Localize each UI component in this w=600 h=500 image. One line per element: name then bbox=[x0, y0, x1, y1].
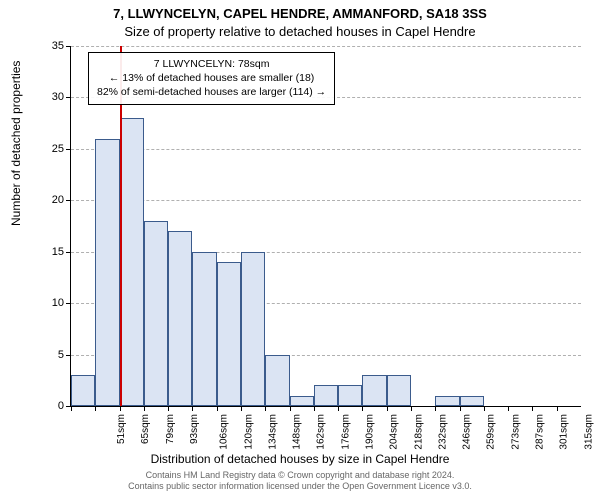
x-tick-label: 79sqm bbox=[165, 414, 176, 444]
x-tick-mark bbox=[411, 406, 412, 411]
x-tick-label: 287sqm bbox=[535, 414, 546, 450]
x-tick-label: 218sqm bbox=[413, 414, 424, 450]
x-axis-label: Distribution of detached houses by size … bbox=[0, 452, 600, 466]
footer-attribution: Contains HM Land Registry data © Crown c… bbox=[0, 470, 600, 493]
x-tick-mark bbox=[71, 406, 72, 411]
annotation-line1: 7 LLWYNCELYN: 78sqm bbox=[97, 57, 326, 71]
x-tick-mark bbox=[557, 406, 558, 411]
x-tick-mark bbox=[192, 406, 193, 411]
x-tick-label: 134sqm bbox=[267, 414, 278, 450]
y-tick-label: 30 bbox=[34, 91, 64, 103]
x-tick-label: 301sqm bbox=[559, 414, 570, 450]
x-tick-mark bbox=[338, 406, 339, 411]
x-tick-label: 273sqm bbox=[510, 414, 521, 450]
x-tick-label: 315sqm bbox=[583, 414, 594, 450]
x-tick-label: 190sqm bbox=[365, 414, 376, 450]
histogram-bar bbox=[314, 385, 338, 406]
x-tick-mark bbox=[460, 406, 461, 411]
x-tick-mark bbox=[241, 406, 242, 411]
x-tick-mark bbox=[387, 406, 388, 411]
x-tick-mark bbox=[314, 406, 315, 411]
histogram-bar bbox=[217, 262, 241, 406]
chart-container: 7, LLWYNCELYN, CAPEL HENDRE, AMMANFORD, … bbox=[0, 0, 600, 500]
histogram-bar bbox=[387, 375, 411, 406]
footer-line2: Contains public sector information licen… bbox=[128, 481, 472, 491]
x-tick-mark bbox=[95, 406, 96, 411]
x-tick-label: 176sqm bbox=[340, 414, 351, 450]
x-tick-label: 204sqm bbox=[389, 414, 400, 450]
x-tick-mark bbox=[144, 406, 145, 411]
x-tick-label: 232sqm bbox=[437, 414, 448, 450]
x-tick-label: 162sqm bbox=[316, 414, 327, 450]
x-tick-label: 259sqm bbox=[486, 414, 497, 450]
y-axis-label: Number of detached properties bbox=[9, 61, 23, 226]
histogram-bar bbox=[144, 221, 168, 406]
gridline bbox=[71, 149, 581, 150]
y-tick-label: 15 bbox=[34, 246, 64, 258]
histogram-bar bbox=[265, 355, 289, 406]
histogram-bar bbox=[95, 139, 119, 406]
histogram-bar bbox=[338, 385, 362, 406]
x-tick-mark bbox=[508, 406, 509, 411]
y-tick-label: 0 bbox=[34, 400, 64, 412]
y-tick-label: 5 bbox=[34, 349, 64, 361]
x-tick-mark bbox=[290, 406, 291, 411]
histogram-bar bbox=[168, 231, 192, 406]
histogram-bar bbox=[460, 396, 484, 406]
annotation-line3: 82% of semi-detached houses are larger (… bbox=[97, 85, 326, 99]
gridline bbox=[71, 200, 581, 201]
x-tick-mark bbox=[532, 406, 533, 411]
x-tick-label: 148sqm bbox=[292, 414, 303, 450]
x-tick-mark bbox=[362, 406, 363, 411]
x-tick-mark bbox=[265, 406, 266, 411]
histogram-bar bbox=[192, 252, 216, 406]
y-tick-label: 20 bbox=[34, 194, 64, 206]
y-tick-label: 25 bbox=[34, 143, 64, 155]
histogram-bar bbox=[435, 396, 459, 406]
y-tick-label: 35 bbox=[34, 40, 64, 52]
x-tick-label: 106sqm bbox=[219, 414, 230, 450]
x-tick-label: 120sqm bbox=[243, 414, 254, 450]
footer-line1: Contains HM Land Registry data © Crown c… bbox=[146, 470, 455, 480]
y-tick-label: 10 bbox=[34, 297, 64, 309]
histogram-bar bbox=[362, 375, 386, 406]
histogram-bar bbox=[120, 118, 144, 406]
x-tick-mark bbox=[217, 406, 218, 411]
annotation-box: 7 LLWYNCELYN: 78sqm← 13% of detached hou… bbox=[88, 52, 335, 105]
x-tick-label: 51sqm bbox=[116, 414, 127, 444]
x-tick-mark bbox=[484, 406, 485, 411]
chart-subtitle: Size of property relative to detached ho… bbox=[0, 24, 600, 39]
plot-area: 7 LLWYNCELYN: 78sqm← 13% of detached hou… bbox=[70, 46, 581, 407]
x-tick-mark bbox=[168, 406, 169, 411]
histogram-bar bbox=[71, 375, 95, 406]
annotation-line2: ← 13% of detached houses are smaller (18… bbox=[97, 71, 326, 85]
x-tick-label: 246sqm bbox=[462, 414, 473, 450]
histogram-bar bbox=[241, 252, 265, 406]
gridline bbox=[71, 46, 581, 47]
histogram-bar bbox=[290, 396, 314, 406]
x-tick-mark bbox=[120, 406, 121, 411]
x-tick-label: 65sqm bbox=[140, 414, 151, 444]
x-tick-mark bbox=[435, 406, 436, 411]
chart-title-address: 7, LLWYNCELYN, CAPEL HENDRE, AMMANFORD, … bbox=[0, 6, 600, 21]
x-tick-label: 93sqm bbox=[189, 414, 200, 444]
